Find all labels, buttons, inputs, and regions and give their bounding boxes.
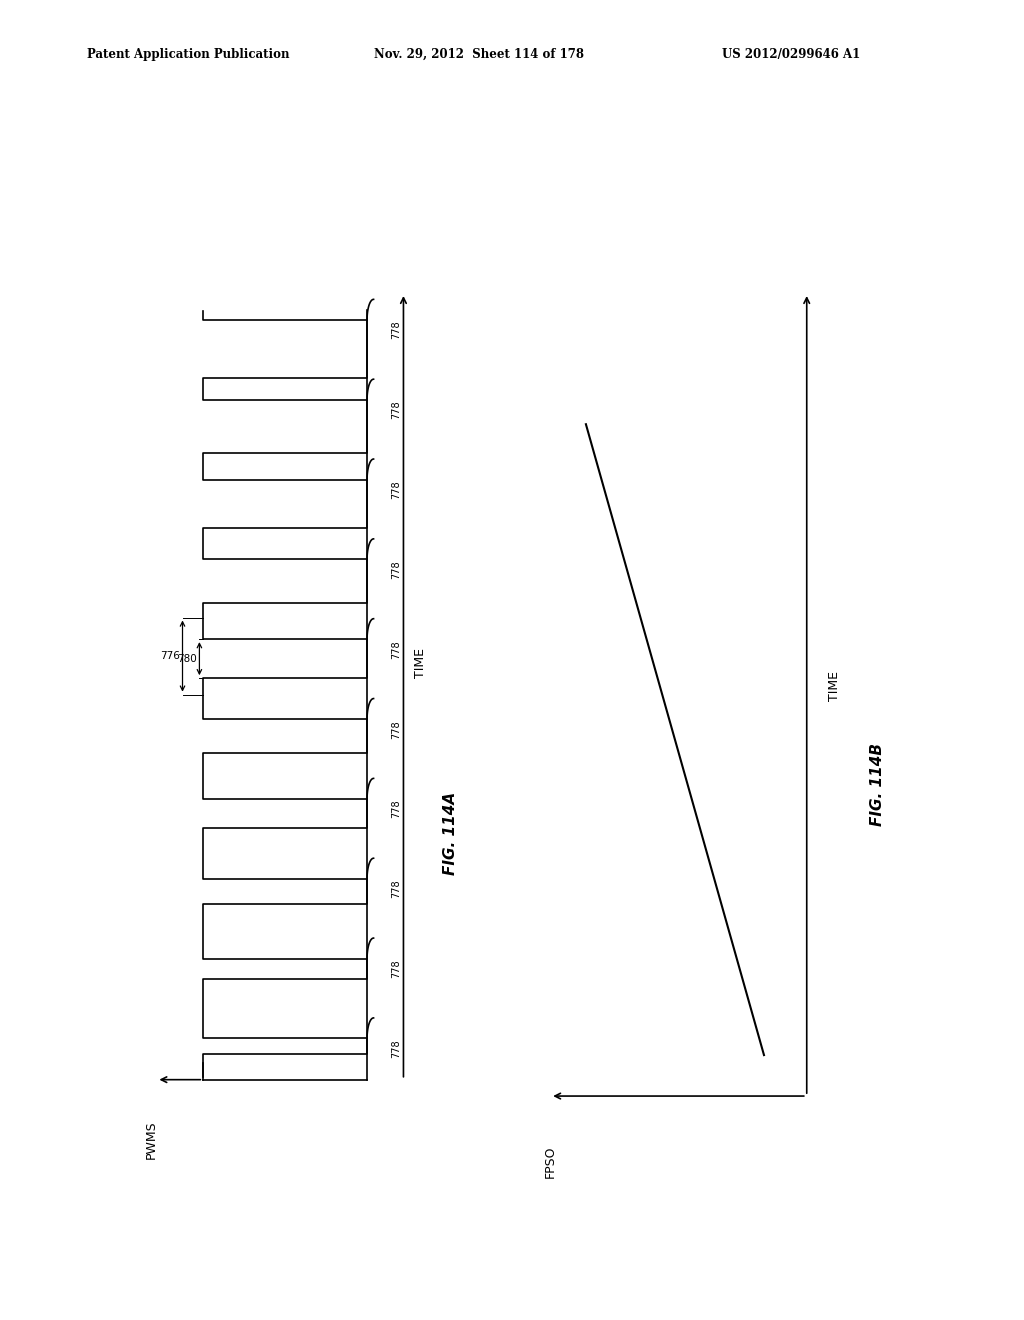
Text: US 2012/0299646 A1: US 2012/0299646 A1 <box>722 48 860 61</box>
Text: 778: 778 <box>391 560 401 579</box>
Text: 778: 778 <box>391 321 401 339</box>
Text: 778: 778 <box>391 1039 401 1057</box>
Text: Patent Application Publication: Patent Application Publication <box>87 48 290 61</box>
Text: 778: 778 <box>391 800 401 818</box>
Text: 778: 778 <box>391 719 401 739</box>
Text: 776: 776 <box>160 651 180 661</box>
Text: 778: 778 <box>391 960 401 978</box>
Text: 778: 778 <box>391 400 401 420</box>
Text: FIG. 114A: FIG. 114A <box>442 792 458 875</box>
Text: TIME: TIME <box>414 648 427 678</box>
Text: FPSO: FPSO <box>544 1146 557 1177</box>
Text: FIG. 114B: FIG. 114B <box>870 743 886 826</box>
Text: PWMS: PWMS <box>144 1121 158 1159</box>
Text: 780: 780 <box>177 653 197 664</box>
Text: TIME: TIME <box>828 672 841 701</box>
Text: Nov. 29, 2012  Sheet 114 of 178: Nov. 29, 2012 Sheet 114 of 178 <box>374 48 584 61</box>
Text: 778: 778 <box>391 480 401 499</box>
Text: 778: 778 <box>391 879 401 899</box>
Text: 778: 778 <box>391 640 401 659</box>
